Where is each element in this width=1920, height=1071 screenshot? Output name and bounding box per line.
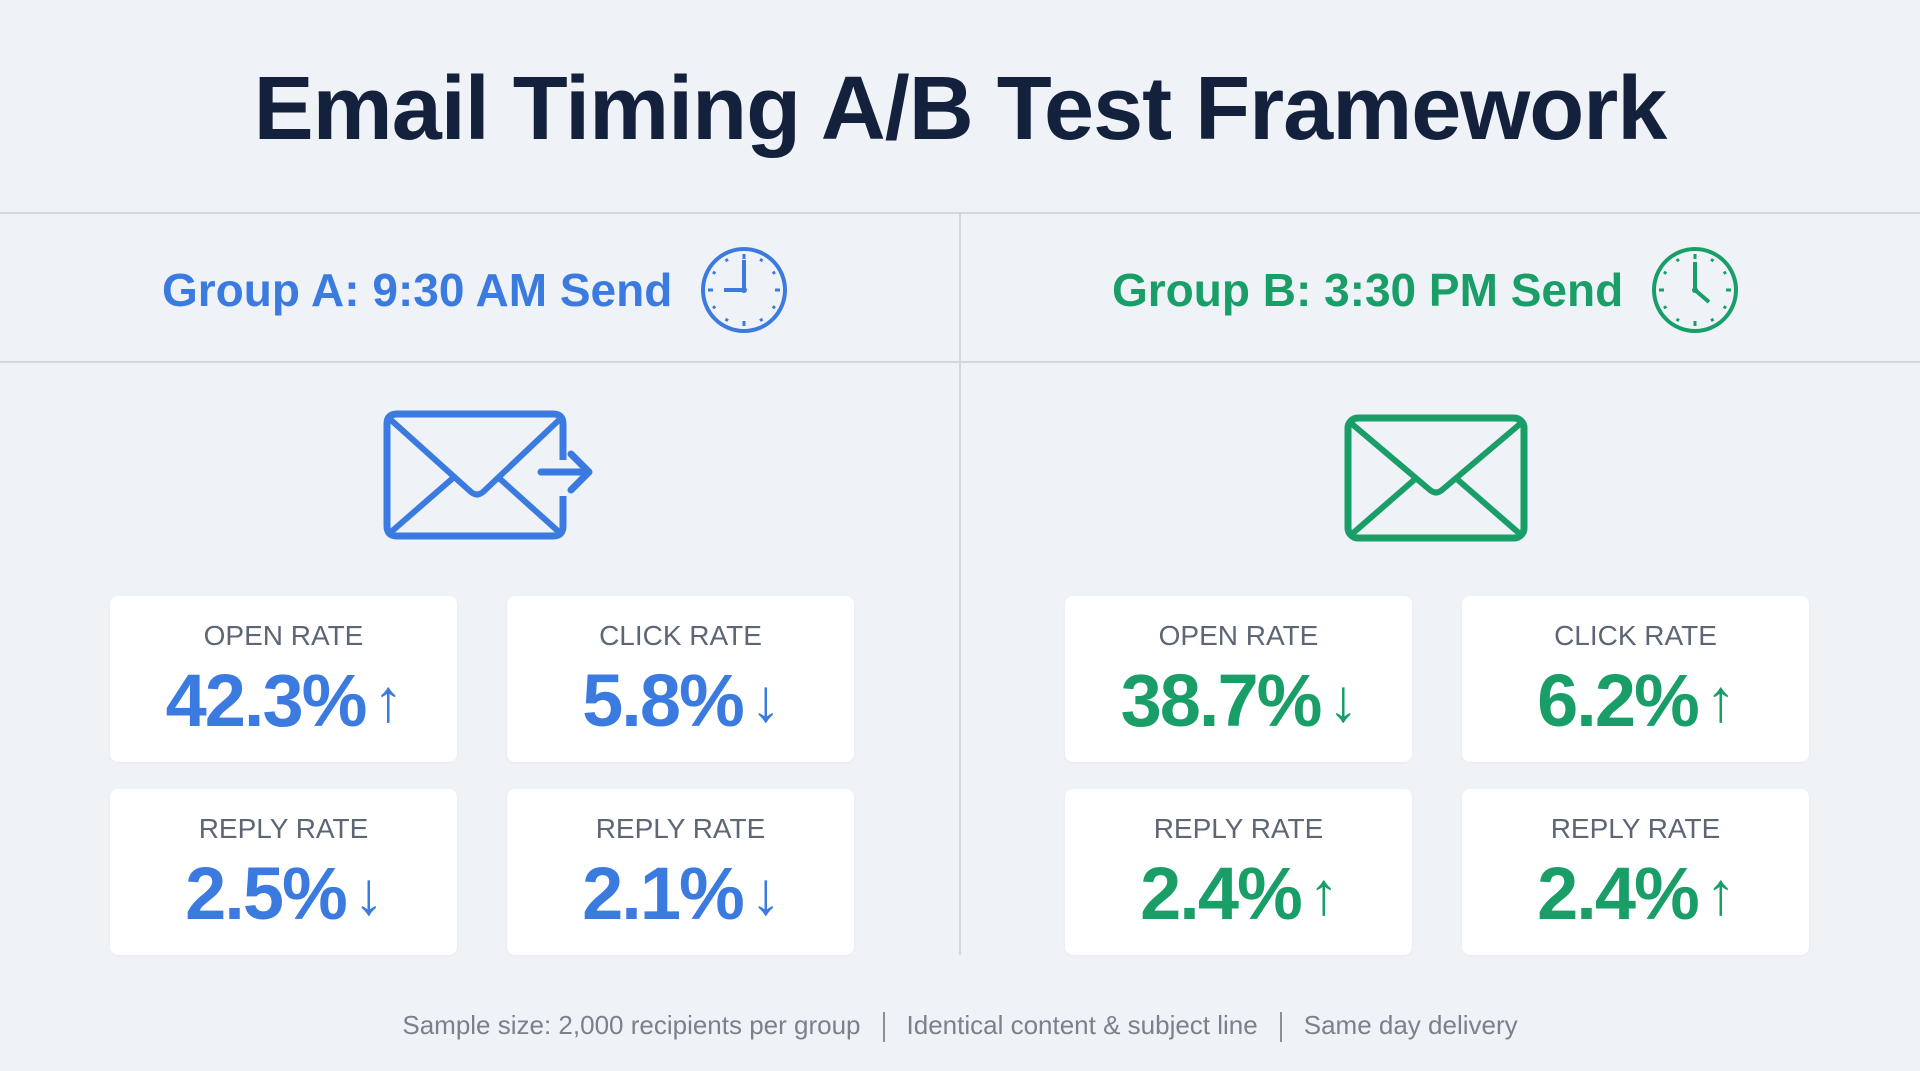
trend-up-icon: ↑ bbox=[1308, 860, 1339, 927]
metric-label: REPLY RATE bbox=[595, 813, 766, 844]
footer-notes: Sample size: 2,000 recipients per group I… bbox=[0, 1010, 1920, 1043]
footer-identical-content: Identical content & subject line bbox=[906, 1010, 1258, 1040]
trend-down-icon: ↓ bbox=[750, 860, 781, 927]
metric-card: OPEN RATE 42.3% ↑ bbox=[110, 596, 457, 762]
footer-sample-size: Sample size: 2,000 recipients per group bbox=[402, 1010, 861, 1040]
clock-icon bbox=[701, 247, 788, 333]
metric-card: CLICK RATE 6.2% ↑ bbox=[1462, 596, 1809, 762]
metric-value: 38.7% bbox=[1120, 659, 1323, 742]
footer-delivery: Same day delivery bbox=[1303, 1010, 1518, 1040]
trend-down-icon: ↓ bbox=[353, 860, 384, 927]
metric-card: CLICK RATE 5.8% ↓ bbox=[507, 596, 854, 762]
metric-card: REPLY RATE 2.4% ↑ bbox=[1065, 789, 1412, 955]
metric-value: 2.4% bbox=[1537, 852, 1700, 935]
trend-down-icon: ↓ bbox=[1328, 667, 1358, 734]
trend-down-icon: ↓ bbox=[750, 667, 781, 734]
group-b-header: Group B: 3:30 PM Send bbox=[1112, 247, 1739, 333]
trend-up-icon: ↑ bbox=[1705, 860, 1736, 927]
metric-label: REPLY RATE bbox=[198, 813, 369, 844]
metric-value: 2.4% bbox=[1140, 852, 1303, 935]
separator bbox=[882, 1012, 885, 1043]
metric-label: REPLY RATE bbox=[1153, 813, 1324, 844]
metric-card: REPLY RATE 2.4% ↑ bbox=[1462, 789, 1809, 955]
metric-card: REPLY RATE 2.5% ↓ bbox=[110, 789, 457, 955]
metric-label: OPEN RATE bbox=[203, 620, 364, 651]
metric-value: 2.1% bbox=[582, 852, 745, 935]
envelope-send-icon bbox=[383, 410, 593, 540]
trend-up-icon: ↑ bbox=[1705, 667, 1736, 734]
clock-icon bbox=[1652, 247, 1739, 333]
metric-value: 5.8% bbox=[582, 659, 745, 742]
metric-label: CLICK RATE bbox=[599, 620, 762, 651]
metric-label: CLICK RATE bbox=[1554, 620, 1717, 651]
separator bbox=[1279, 1012, 1282, 1043]
metric-label: OPEN RATE bbox=[1158, 620, 1319, 651]
metric-label: REPLY RATE bbox=[1550, 813, 1721, 844]
metric-card: REPLY RATE 2.1% ↓ bbox=[507, 789, 854, 955]
trend-up-icon: ↑ bbox=[373, 667, 403, 734]
metric-value: 42.3% bbox=[165, 659, 368, 742]
group-a-heading: Group A: 9:30 AM Send bbox=[162, 264, 673, 316]
page-title: Email Timing A/B Test Framework bbox=[253, 59, 1668, 159]
divider bbox=[959, 213, 961, 955]
group-b-heading: Group B: 3:30 PM Send bbox=[1112, 264, 1624, 316]
envelope-icon bbox=[1344, 414, 1528, 542]
metric-value: 2.5% bbox=[185, 852, 348, 935]
metric-card: OPEN RATE 38.7% ↓ bbox=[1065, 596, 1412, 762]
group-a-header: Group A: 9:30 AM Send bbox=[162, 247, 788, 333]
metric-value: 6.2% bbox=[1537, 659, 1700, 742]
